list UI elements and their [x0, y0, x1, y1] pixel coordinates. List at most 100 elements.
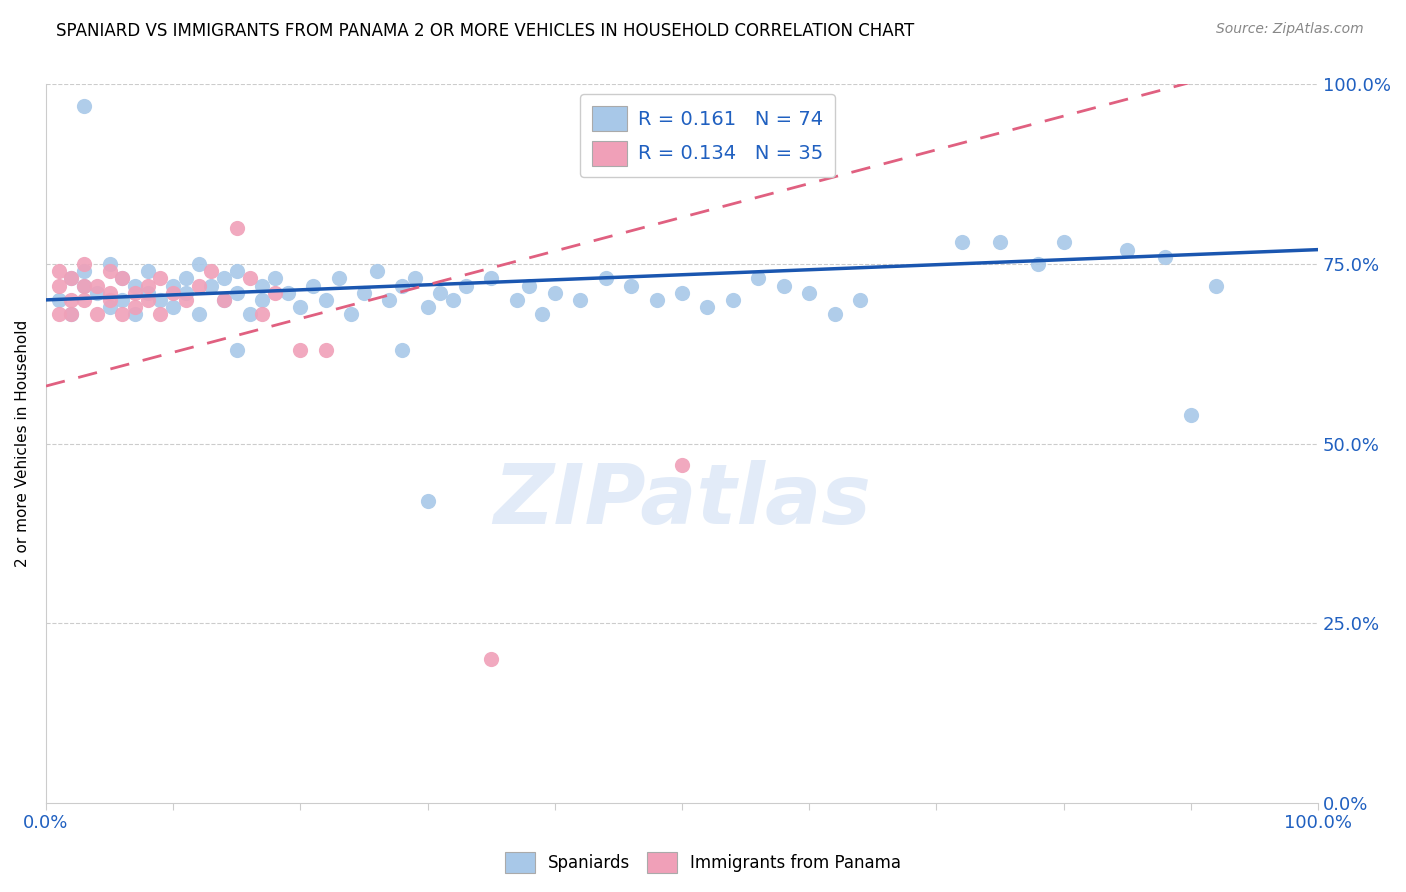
- Point: [136, 285, 159, 300]
- Point: [391, 343, 413, 358]
- Point: [225, 343, 247, 358]
- Point: [1026, 257, 1049, 271]
- Point: [86, 285, 108, 300]
- Point: [98, 257, 121, 271]
- Point: [200, 278, 222, 293]
- Point: [340, 307, 363, 321]
- Point: [252, 293, 274, 307]
- Point: [645, 293, 668, 307]
- Point: [264, 271, 287, 285]
- Legend: R = 0.161   N = 74, R = 0.134   N = 35: R = 0.161 N = 74, R = 0.134 N = 35: [579, 95, 835, 178]
- Point: [124, 307, 146, 321]
- Point: [479, 271, 502, 285]
- Point: [391, 278, 413, 293]
- Point: [569, 293, 592, 307]
- Point: [620, 278, 643, 293]
- Point: [73, 278, 96, 293]
- Point: [441, 293, 464, 307]
- Point: [315, 343, 337, 358]
- Point: [60, 271, 83, 285]
- Point: [505, 293, 527, 307]
- Point: [174, 271, 197, 285]
- Point: [149, 271, 172, 285]
- Point: [187, 257, 209, 271]
- Point: [721, 293, 744, 307]
- Point: [187, 307, 209, 321]
- Point: [366, 264, 388, 278]
- Point: [1154, 250, 1177, 264]
- Point: [671, 285, 693, 300]
- Point: [200, 264, 222, 278]
- Point: [187, 278, 209, 293]
- Point: [824, 307, 846, 321]
- Point: [238, 307, 260, 321]
- Point: [315, 293, 337, 307]
- Legend: Spaniards, Immigrants from Panama: Spaniards, Immigrants from Panama: [498, 846, 908, 880]
- Point: [404, 271, 426, 285]
- Point: [277, 285, 299, 300]
- Point: [416, 494, 439, 508]
- Point: [60, 271, 83, 285]
- Point: [124, 300, 146, 314]
- Point: [849, 293, 872, 307]
- Point: [772, 278, 794, 293]
- Point: [212, 271, 235, 285]
- Point: [290, 343, 312, 358]
- Point: [1180, 408, 1202, 422]
- Point: [111, 293, 134, 307]
- Point: [149, 307, 172, 321]
- Point: [544, 285, 567, 300]
- Point: [98, 264, 121, 278]
- Point: [174, 285, 197, 300]
- Point: [747, 271, 769, 285]
- Point: [264, 285, 287, 300]
- Point: [799, 285, 821, 300]
- Text: Source: ZipAtlas.com: Source: ZipAtlas.com: [1216, 22, 1364, 37]
- Point: [136, 293, 159, 307]
- Point: [73, 99, 96, 113]
- Point: [73, 278, 96, 293]
- Point: [149, 293, 172, 307]
- Point: [671, 458, 693, 472]
- Point: [124, 285, 146, 300]
- Point: [225, 285, 247, 300]
- Point: [136, 264, 159, 278]
- Point: [48, 264, 70, 278]
- Point: [302, 278, 325, 293]
- Point: [111, 271, 134, 285]
- Point: [86, 278, 108, 293]
- Point: [98, 300, 121, 314]
- Point: [696, 300, 718, 314]
- Point: [290, 300, 312, 314]
- Point: [48, 293, 70, 307]
- Point: [98, 285, 121, 300]
- Point: [252, 307, 274, 321]
- Point: [531, 307, 554, 321]
- Point: [429, 285, 451, 300]
- Point: [60, 293, 83, 307]
- Point: [950, 235, 973, 250]
- Point: [86, 307, 108, 321]
- Y-axis label: 2 or more Vehicles in Household: 2 or more Vehicles in Household: [15, 320, 30, 567]
- Point: [988, 235, 1011, 250]
- Point: [252, 278, 274, 293]
- Point: [353, 285, 375, 300]
- Point: [136, 278, 159, 293]
- Point: [416, 300, 439, 314]
- Point: [212, 293, 235, 307]
- Point: [595, 271, 617, 285]
- Point: [73, 293, 96, 307]
- Point: [162, 285, 184, 300]
- Point: [48, 307, 70, 321]
- Point: [98, 293, 121, 307]
- Point: [519, 278, 541, 293]
- Point: [1205, 278, 1227, 293]
- Point: [60, 307, 83, 321]
- Point: [225, 221, 247, 235]
- Point: [60, 307, 83, 321]
- Point: [238, 271, 260, 285]
- Point: [162, 278, 184, 293]
- Point: [328, 271, 350, 285]
- Point: [174, 293, 197, 307]
- Point: [48, 278, 70, 293]
